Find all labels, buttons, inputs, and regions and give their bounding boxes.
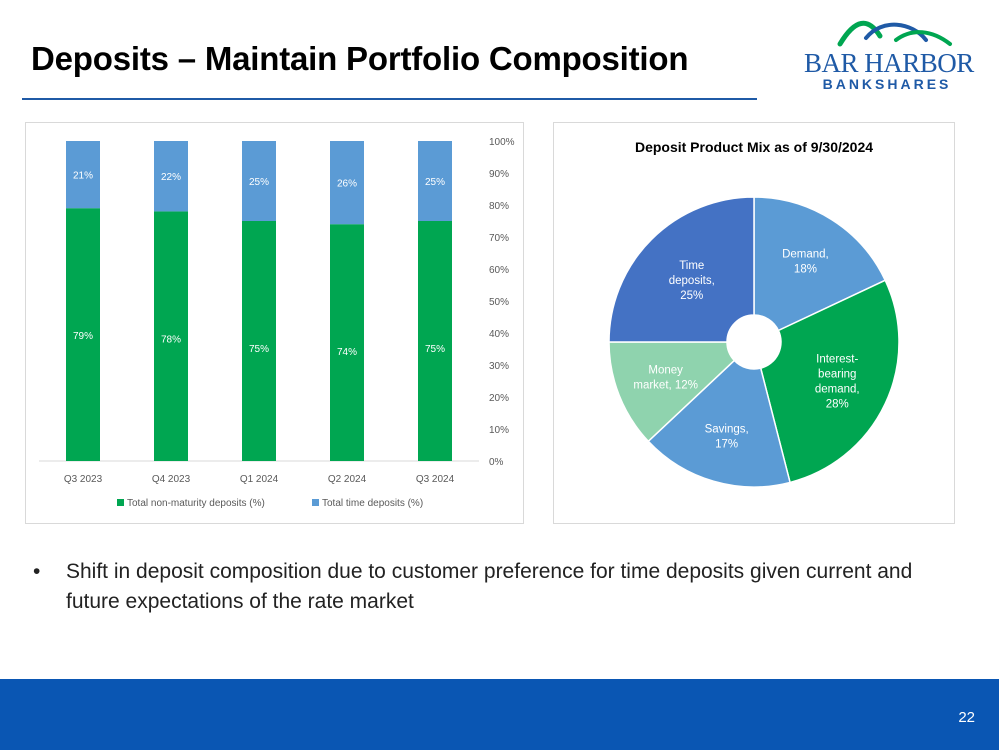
data-label-time: 26% [337, 179, 357, 190]
pie-slice-label: 17% [715, 439, 738, 451]
pie-slice-label: Interest- [816, 354, 858, 366]
data-label-non-maturity: 75% [249, 344, 269, 355]
x-tick-label: Q2 2024 [328, 474, 367, 485]
data-label-non-maturity: 75% [425, 344, 445, 355]
pie-slice [753, 196, 887, 332]
data-label-time: 25% [425, 177, 445, 188]
logo-hills-icon [837, 20, 952, 47]
pie-slice-label: 28% [826, 399, 849, 411]
pie-slice [608, 196, 755, 343]
legend-label-non-maturity: Total non-maturity deposits (%) [127, 498, 265, 509]
data-label-time: 21% [73, 171, 93, 182]
legend-swatch-time [312, 499, 319, 506]
bar-non-maturity [242, 221, 276, 461]
logo-line2: BANKSHARES [822, 76, 952, 92]
bar-non-maturity [66, 208, 100, 461]
y-tick-label: 0% [489, 457, 504, 468]
bullet-dot-icon: • [33, 560, 41, 583]
pie-slice-label: 18% [794, 263, 817, 275]
y-tick-label: 80% [489, 201, 509, 212]
y-tick-label: 60% [489, 265, 509, 276]
y-tick-label: 40% [489, 329, 509, 340]
company-logo: BAR HARBOR BANKSHARES [800, 14, 974, 104]
x-tick-label: Q3 2024 [416, 474, 455, 485]
bullet-text: Shift in deposit composition due to cust… [66, 560, 913, 613]
title-underline [22, 98, 757, 100]
data-label-time: 22% [161, 172, 181, 183]
y-tick-label: 30% [489, 361, 509, 372]
x-tick-label: Q1 2024 [240, 474, 279, 485]
y-tick-label: 100% [489, 137, 515, 148]
y-tick-label: 90% [489, 169, 509, 180]
stacked-bar-chart: 0% 10% 20% 30% 40% 50% 60% 70% 80% 90% 100% 79% 21% Q… [25, 122, 524, 524]
x-tick-label: Q4 2023 [152, 474, 191, 485]
pie-slice-label: 25% [680, 290, 703, 302]
bar-non-maturity [330, 224, 364, 461]
legend-swatch-non-maturity [117, 499, 124, 506]
data-label-time: 25% [249, 177, 269, 188]
pie-slice-label: deposits, [669, 275, 715, 287]
y-tick-label: 20% [489, 393, 509, 404]
y-tick-label: 10% [489, 425, 509, 436]
bar-time-deposits [418, 141, 452, 221]
pie-slice-label: Money [648, 364, 683, 376]
x-tick-label: Q3 2023 [64, 474, 103, 485]
pie-slice-label: demand, [815, 384, 860, 396]
bar-time-deposits [154, 141, 188, 212]
logo-line1: BAR HARBOR [804, 48, 974, 78]
y-tick-label: 70% [489, 233, 509, 244]
page-number: 22 [958, 709, 975, 726]
bar-time-deposits [242, 141, 276, 221]
pie-slice [608, 341, 736, 443]
data-label-non-maturity: 79% [73, 331, 93, 342]
pie-slice [647, 359, 791, 488]
bar-time-deposits [66, 141, 100, 209]
pie-slice-label: Savings, [705, 424, 749, 436]
y-tick-label: 50% [489, 297, 509, 308]
data-label-non-maturity: 74% [337, 347, 357, 358]
pie-slice-label: bearing [818, 369, 856, 381]
pie-slice-label: Time [679, 260, 704, 272]
bar-non-maturity [154, 211, 188, 461]
pie-slice-label: market, 12% [633, 379, 698, 391]
data-label-non-maturity: 78% [161, 334, 181, 345]
bar-time-deposits [330, 141, 364, 225]
bar-non-maturity [418, 221, 452, 461]
pie-title: Deposit Product Mix as of 9/30/2024 [635, 139, 873, 155]
pie-slice [759, 279, 900, 484]
page-title: Deposits – Maintain Portfolio Compositio… [31, 40, 689, 77]
pie-slice-label: Demand, [782, 248, 829, 260]
deposit-mix-pie-chart: Deposit Product Mix as of 9/30/2024 Deman… [553, 122, 955, 524]
footer-bar: 22 [0, 679, 999, 750]
legend-label-time: Total time deposits (%) [322, 498, 423, 509]
